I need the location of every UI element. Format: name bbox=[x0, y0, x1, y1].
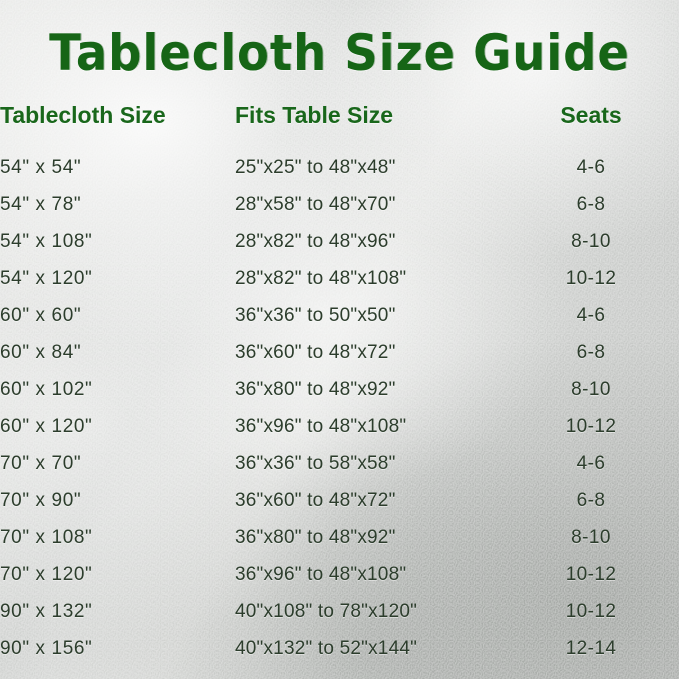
cell-tablecloth-size: 70" x 70" bbox=[0, 453, 82, 474]
cell-fits-table-size: 36"x96" to 48"x108" bbox=[235, 416, 407, 437]
cell-fits-table-size: 36"x36" to 58"x58" bbox=[235, 453, 396, 474]
cell-tablecloth-size: 54" x 108" bbox=[0, 231, 93, 252]
cell-tablecloth-size: 60" x 102" bbox=[0, 379, 93, 400]
cell-seats: 6-8 bbox=[576, 342, 606, 363]
cell-seats: 4-6 bbox=[576, 453, 606, 474]
cell-fits-table-size: 36"x36" to 50"x50" bbox=[235, 305, 396, 326]
table-row: 70" x 120" 36"x96" to 48"x108" 10-12 bbox=[0, 556, 679, 593]
cell-tablecloth-size: 90" x 132" bbox=[0, 601, 93, 622]
table-row: 54" x 108" 28"x82" to 48"x96" 8-10 bbox=[0, 223, 679, 260]
table-row: 54" x 120" 28"x82" to 48"x108" 10-12 bbox=[0, 260, 679, 297]
cell-fits-table-size: 28"x82" to 48"x108" bbox=[235, 268, 407, 289]
column-header-tablecloth-size: Tablecloth Size bbox=[0, 102, 166, 128]
cell-fits-table-size: 36"x60" to 48"x72" bbox=[235, 490, 396, 511]
cell-seats: 10-12 bbox=[565, 601, 617, 622]
cell-fits-table-size: 36"x60" to 48"x72" bbox=[235, 342, 396, 363]
cell-fits-table-size: 28"x82" to 48"x96" bbox=[235, 231, 396, 252]
table-row: 60" x 60" 36"x36" to 50"x50" 4-6 bbox=[0, 297, 679, 334]
cell-seats: 6-8 bbox=[576, 194, 606, 215]
table-row: 60" x 84" 36"x60" to 48"x72" 6-8 bbox=[0, 334, 679, 371]
cell-seats: 8-10 bbox=[571, 527, 611, 548]
table-row: 70" x 108" 36"x80" to 48"x92" 8-10 bbox=[0, 519, 679, 556]
cell-seats: 12-14 bbox=[565, 638, 617, 659]
cell-tablecloth-size: 54" x 54" bbox=[0, 157, 82, 178]
cell-fits-table-size: 40"x108" to 78"x120" bbox=[235, 601, 418, 622]
column-header-seats: Seats bbox=[560, 102, 622, 128]
cell-tablecloth-size: 60" x 60" bbox=[0, 305, 82, 326]
cell-tablecloth-size: 54" x 120" bbox=[0, 268, 93, 289]
cell-fits-table-size: 36"x96" to 48"x108" bbox=[235, 564, 407, 585]
cell-seats: 4-6 bbox=[576, 305, 606, 326]
cell-seats: 8-10 bbox=[571, 379, 611, 400]
page-title: Tablecloth Size Guide bbox=[49, 24, 630, 82]
cell-seats: 6-8 bbox=[576, 490, 606, 511]
cell-tablecloth-size: 70" x 108" bbox=[0, 527, 93, 548]
cell-seats: 4-6 bbox=[576, 157, 606, 178]
cell-fits-table-size: 36"x80" to 48"x92" bbox=[235, 527, 396, 548]
table-row: 70" x 70" 36"x36" to 58"x58" 4-6 bbox=[0, 445, 679, 482]
table-row: 60" x 102" 36"x80" to 48"x92" 8-10 bbox=[0, 371, 679, 408]
cell-tablecloth-size: 60" x 120" bbox=[0, 416, 93, 437]
size-guide-table: Tablecloth Size Fits Table Size Seats 54… bbox=[0, 102, 679, 667]
cell-tablecloth-size: 54" x 78" bbox=[0, 194, 82, 215]
cell-tablecloth-size: 70" x 90" bbox=[0, 490, 82, 511]
table-body: 54" x 54" 25"x25" to 48"x48" 4-6 54" x 78" 2… bbox=[0, 149, 679, 667]
header-row: Tablecloth Size Fits Table Size Seats bbox=[0, 102, 679, 149]
cell-fits-table-size: 25"x25" to 48"x48" bbox=[235, 157, 396, 178]
table-row: 70" x 90" 36"x60" to 48"x72" 6-8 bbox=[0, 482, 679, 519]
table-row: 54" x 54" 25"x25" to 48"x48" 4-6 bbox=[0, 149, 679, 186]
cell-fits-table-size: 28"x58" to 48"x70" bbox=[235, 194, 396, 215]
cell-fits-table-size: 40"x132" to 52"x144" bbox=[235, 638, 418, 659]
table-row: 90" x 132" 40"x108" to 78"x120" 10-12 bbox=[0, 593, 679, 630]
column-header-fits-table-size: Fits Table Size bbox=[235, 102, 394, 128]
table-row: 90" x 156" 40"x132" to 52"x144" 12-14 bbox=[0, 630, 679, 667]
cell-tablecloth-size: 70" x 120" bbox=[0, 564, 93, 585]
table-row: 54" x 78" 28"x58" to 48"x70" 6-8 bbox=[0, 186, 679, 223]
cell-fits-table-size: 36"x80" to 48"x92" bbox=[235, 379, 396, 400]
cell-seats: 10-12 bbox=[565, 268, 617, 289]
cell-seats: 8-10 bbox=[571, 231, 611, 252]
cell-tablecloth-size: 60" x 84" bbox=[0, 342, 82, 363]
cell-seats: 10-12 bbox=[565, 564, 617, 585]
cell-tablecloth-size: 90" x 156" bbox=[0, 638, 93, 659]
cell-seats: 10-12 bbox=[565, 416, 617, 437]
table-row: 60" x 120" 36"x96" to 48"x108" 10-12 bbox=[0, 408, 679, 445]
table-header: Tablecloth Size Fits Table Size Seats bbox=[0, 102, 679, 149]
